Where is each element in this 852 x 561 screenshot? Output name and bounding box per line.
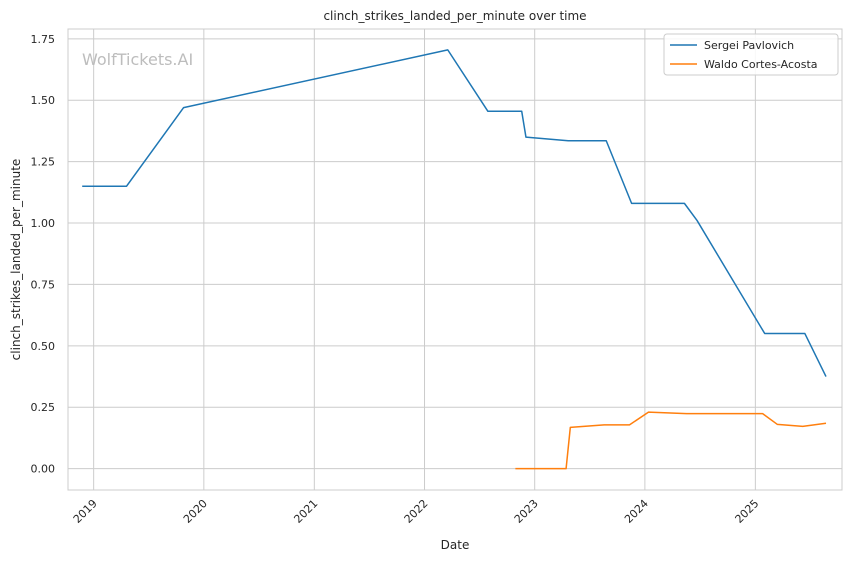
y-tick-labels: 0.00 0.25 0.50 0.75 1.00 1.25 1.50 1.75 — [31, 33, 56, 476]
series-line-waldo-cortes-acosta — [515, 411, 827, 470]
grid — [68, 29, 842, 490]
y-tick-label: 1.75 — [31, 33, 56, 46]
legend-box — [663, 33, 839, 76]
legend: Sergei Pavlovich Waldo Cortes-Acosta — [663, 33, 839, 76]
y-tick-label: 0.00 — [31, 463, 56, 476]
series-line-sergei-pavlovich — [82, 49, 827, 377]
legend-label-waldo-cortes-acosta: Waldo Cortes-Acosta — [704, 58, 818, 71]
plot-area — [68, 29, 842, 490]
y-axis-label: clinch_strikes_landed_per_minute — [9, 159, 23, 361]
plot-border — [67, 28, 843, 491]
y-tick-label: 0.50 — [31, 340, 56, 353]
y-tick-label: 1.00 — [31, 217, 56, 230]
y-tick-label: 0.25 — [31, 401, 56, 414]
series-layer — [82, 49, 827, 470]
y-tick-label: 1.25 — [31, 156, 56, 169]
watermark: WolfTickets.AI — [82, 50, 193, 69]
chart-title: clinch_strikes_landed_per_minute over ti… — [323, 9, 586, 23]
x-axis-label: Date — [441, 538, 470, 552]
y-tick-label: 1.50 — [31, 94, 56, 107]
y-tick-label: 0.75 — [31, 278, 56, 291]
legend-label-sergei-pavlovich: Sergei Pavlovich — [704, 39, 794, 52]
